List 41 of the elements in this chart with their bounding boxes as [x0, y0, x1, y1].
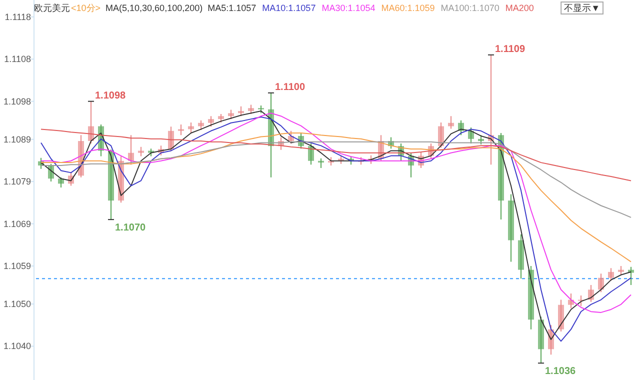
chart-subtitle: <10分>	[71, 3, 101, 13]
y-tick-label: 1.1050	[3, 299, 31, 309]
text: MA5:1.1057	[208, 3, 256, 13]
y-tick-label: 1.1059	[3, 261, 31, 271]
candlestick	[208, 116, 214, 128]
candlestick	[178, 124, 184, 136]
candlestick	[588, 284, 594, 302]
annotation: 1.1070	[115, 222, 146, 234]
y-tick-label: 1.1040	[3, 341, 31, 352]
y-tick-label: 1.1079	[3, 176, 31, 187]
candlestick	[238, 106, 244, 117]
candlestick	[248, 104, 254, 114]
candlestick	[228, 109, 234, 120]
candlestick	[128, 134, 134, 166]
candlestick	[478, 134, 484, 145]
chart-title: 欧元美元	[34, 3, 70, 13]
candlestick	[468, 127, 474, 144]
control: 不显示▼	[560, 2, 604, 14]
text: MA60:1.1059	[381, 3, 435, 13]
annotation: 1.1098	[95, 90, 126, 102]
candlestick	[598, 273, 604, 293]
candlestick	[188, 122, 194, 134]
candlestick	[308, 143, 314, 166]
y-tick-label: 1.1108	[4, 54, 31, 64]
y-tick-label: 1.1098	[3, 96, 31, 106]
y-tick-label: 1.1089	[3, 134, 31, 144]
text: MA100:1.1070	[440, 3, 500, 13]
annotation: 1.1109	[495, 44, 526, 55]
candlestick	[88, 100, 94, 144]
y-tick-label: 1.1118	[4, 12, 31, 22]
annotation: 1.1036	[545, 366, 576, 378]
text: MA30:1.1054	[322, 3, 376, 13]
legend-title: MA(5,10,30,60,100,200)	[106, 3, 203, 13]
annotation: 不显示▼	[564, 3, 600, 13]
y-tick-label: 1.1069	[3, 218, 31, 229]
candlestick	[138, 146, 144, 157]
text: MA10:1.1057	[262, 3, 316, 13]
text: MA200	[505, 3, 534, 13]
candlestick	[608, 268, 614, 282]
candlestick	[438, 122, 444, 148]
annotation: 1.1100	[275, 82, 306, 93]
